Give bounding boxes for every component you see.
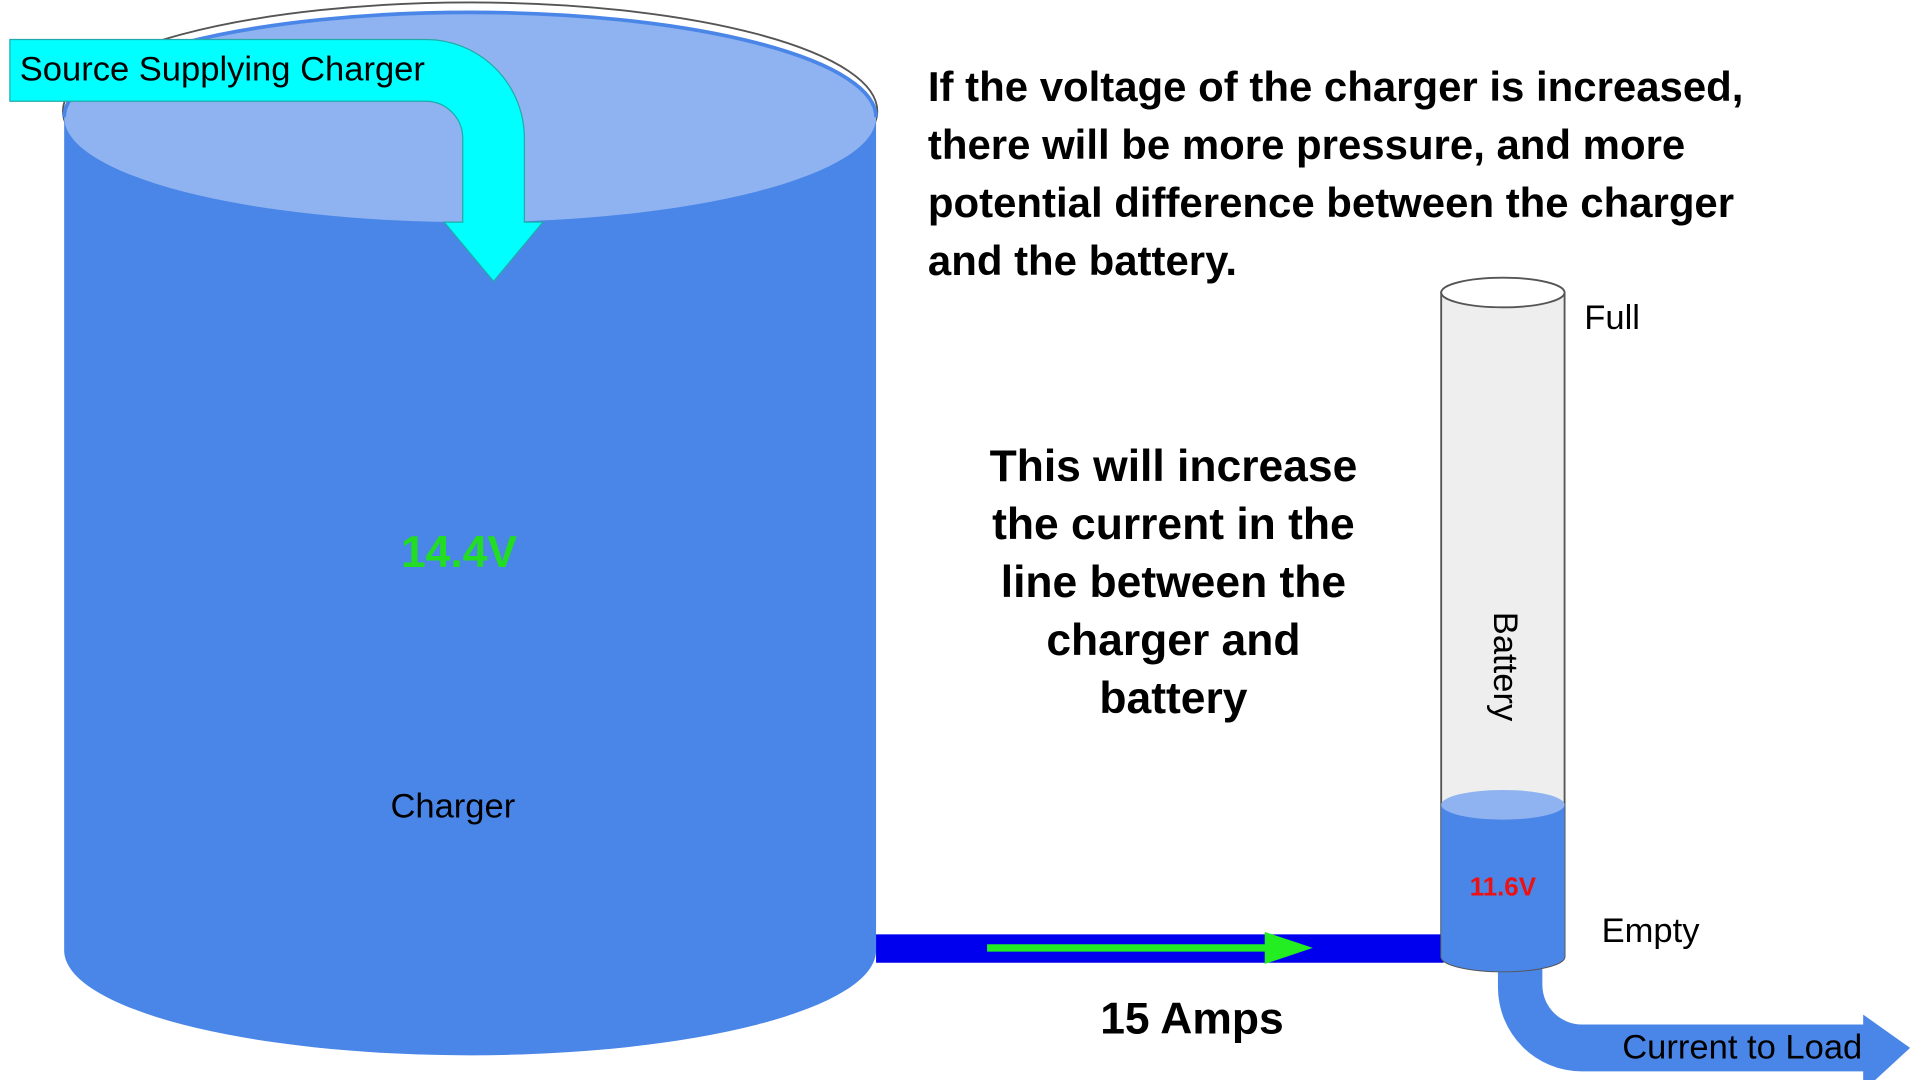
empty-label: Empty [1602, 912, 1701, 950]
explanation-middle: This will increase the current in the li… [990, 442, 1358, 723]
text-line: potential difference between the charger [928, 179, 1734, 226]
charge-surface [1441, 789, 1565, 820]
battery-charge [1441, 804, 1565, 972]
full-label: Full [1584, 299, 1640, 337]
battery-label: Battery [1486, 612, 1524, 722]
source-label: Source Supplying Charger [20, 51, 425, 89]
charger-voltage: 14.4V [401, 528, 517, 577]
text-line: charger and [1046, 616, 1300, 665]
charger-tank [64, 117, 877, 1056]
text-line: This will increase [990, 442, 1358, 491]
text-line: battery [1099, 674, 1247, 723]
explanation-top: If the voltage of the charger is increas… [928, 63, 1744, 284]
text-line: line between the [1001, 558, 1346, 607]
text-line: and the battery. [928, 237, 1237, 284]
text-line: there will be more pressure, and more [928, 121, 1685, 168]
battery-top [1440, 276, 1566, 309]
battery-voltage: 11.6V [1470, 874, 1537, 902]
text-line: If the voltage of the charger is increas… [928, 63, 1744, 110]
text-line: the current in the [992, 500, 1355, 549]
load-label: Current to Load [1622, 1028, 1862, 1066]
charger-label: Charger [390, 788, 515, 826]
current-label: 15 Amps [1100, 995, 1283, 1044]
current-arrow [987, 931, 1313, 964]
outlet-arrow [1497, 950, 1911, 1080]
source-arrow [9, 38, 545, 283]
